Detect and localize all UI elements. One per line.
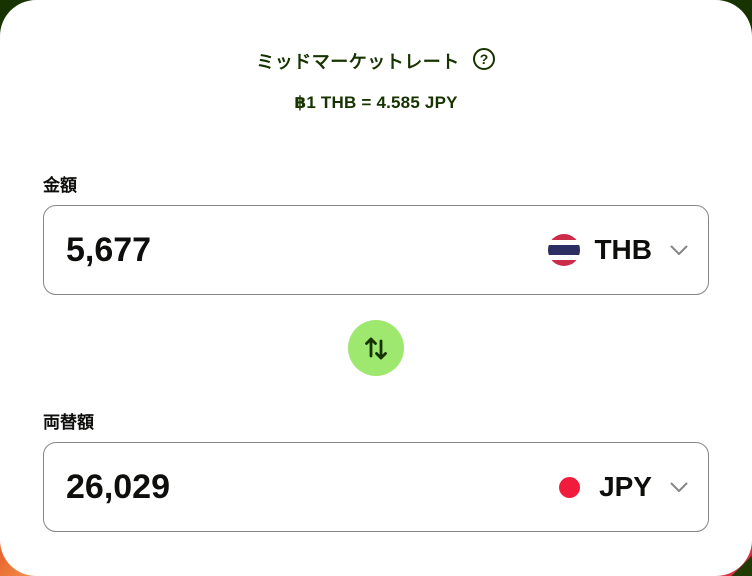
converter-header: ミッドマーケットレート ? ฿1 THB = 4.585 JPY (0, 0, 752, 113)
source-amount-box: THB (43, 205, 709, 295)
swap-currencies-button[interactable] (348, 320, 404, 376)
target-amount-input[interactable] (66, 467, 396, 507)
source-currency-code: THB (594, 234, 652, 265)
converter-form: 金額 THB (0, 171, 752, 532)
help-button[interactable]: ? (472, 47, 496, 74)
amount-label: 金額 (43, 176, 77, 195)
svg-text:?: ? (479, 51, 488, 67)
source-currency-selector[interactable]: THB (548, 234, 688, 266)
swap-vertical-arrows-icon (362, 333, 390, 364)
exchange-rate-text: ฿1 THB = 4.585 JPY (294, 93, 458, 112)
target-amount-box: JPY (43, 442, 709, 532)
chevron-down-icon (670, 482, 688, 493)
help-circle-icon: ? (472, 47, 496, 74)
target-currency-code: JPY (599, 471, 652, 502)
mid-market-rate-title: ミッドマーケットレート (256, 51, 460, 72)
source-amount-input[interactable] (66, 230, 396, 270)
japan-flag-icon (553, 471, 586, 503)
converted-amount-label: 両替額 (43, 413, 94, 432)
thailand-flag-icon (548, 234, 581, 266)
target-currency-selector[interactable]: JPY (553, 471, 688, 503)
chevron-down-icon (670, 245, 688, 256)
